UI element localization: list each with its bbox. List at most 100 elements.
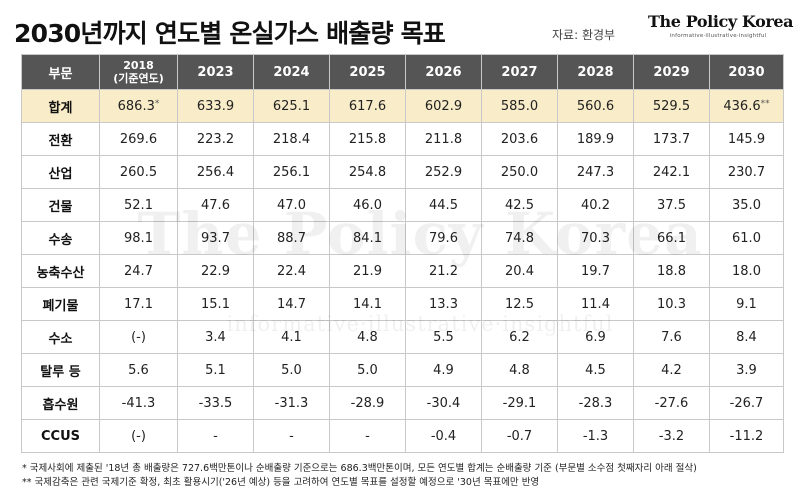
cell-value: 4.8 bbox=[357, 329, 378, 345]
table-cell: 84.1 bbox=[329, 221, 406, 255]
table-cell: 6.9 bbox=[557, 320, 634, 354]
table-cell: 223.2 bbox=[177, 122, 254, 156]
table-cell: 10.3 bbox=[633, 287, 710, 321]
table-cell: 633.9 bbox=[177, 89, 254, 123]
table-cell: -1.3 bbox=[557, 419, 634, 453]
cell-value: - bbox=[213, 428, 218, 444]
header-row: 부문 2018 (기준연도) 2023 2024 2025 2026 2027 2028 2… bbox=[21, 54, 784, 90]
footnote-2: ** 국제감축은 관련 국제기준 확정, 최초 활용시기('26년 예상) 등을… bbox=[22, 477, 540, 488]
table-row: 농축수산 24.7 22.9 22.4 21.9 21.2 20.4 19.7 18.8 18.0 bbox=[21, 254, 784, 288]
cell-value: 4.8 bbox=[509, 362, 530, 378]
table-cell: 254.8 bbox=[329, 155, 406, 189]
cell-value: 5.1 bbox=[205, 362, 226, 378]
cell-value: 242.1 bbox=[652, 164, 691, 180]
table-cell: 13.3 bbox=[405, 287, 482, 321]
cell-value: -31.3 bbox=[274, 395, 309, 411]
cell-value: 22.9 bbox=[201, 263, 230, 279]
cell-value: - bbox=[365, 428, 370, 444]
cell-value: 5.6 bbox=[128, 362, 149, 378]
table-cell: 11.4 bbox=[557, 287, 634, 321]
cell-value: 211.8 bbox=[424, 131, 463, 147]
row-label: 수소 bbox=[21, 320, 100, 354]
table-cell: 4.8 bbox=[329, 320, 406, 354]
table-cell: 88.7 bbox=[253, 221, 330, 255]
table-header: 부문 2018 (기준연도) 2023 2024 2025 2026 2027 2028 2… bbox=[21, 54, 784, 90]
cell-value: 66.1 bbox=[657, 230, 686, 246]
row-label: 합계 bbox=[21, 89, 100, 123]
row-label: 폐기물 bbox=[21, 287, 100, 321]
table-cell: -29.1 bbox=[481, 386, 558, 420]
table-cell: 625.1 bbox=[253, 89, 330, 123]
cell-value: 40.2 bbox=[581, 197, 610, 213]
cell-value: 52.1 bbox=[124, 197, 153, 213]
table-cell: 17.1 bbox=[99, 287, 178, 321]
cell-value: 250.0 bbox=[500, 164, 539, 180]
table-row: 폐기물 17.1 15.1 14.7 14.1 13.3 12.5 11.4 10.3 9.1 bbox=[21, 287, 784, 321]
table-cell: 4.9 bbox=[405, 353, 482, 387]
cell-value: 5.5 bbox=[433, 329, 454, 345]
cell-value: 203.6 bbox=[500, 131, 539, 147]
cell-value: 625.1 bbox=[272, 98, 311, 114]
cell-value: 6.2 bbox=[509, 329, 530, 345]
table-cell: (-) bbox=[99, 419, 178, 453]
cell-value: 4.2 bbox=[661, 362, 682, 378]
cell-value: 21.2 bbox=[429, 263, 458, 279]
table-row: 건물 52.1 47.6 47.0 46.0 44.5 42.5 40.2 37.5 35.0 bbox=[21, 188, 784, 222]
table-cell: 44.5 bbox=[405, 188, 482, 222]
table-cell: 3.4 bbox=[177, 320, 254, 354]
table-row: CCUS (-) - - - -0.4 -0.7 -1.3 -3.2 -11.2 bbox=[21, 419, 784, 453]
table-row: 흡수원 -41.3 -33.5 -31.3 -28.9 -30.4 -29.1 -28.3 -2… bbox=[21, 386, 784, 420]
cell-value: 3.4 bbox=[205, 329, 226, 345]
cell-value: -27.6 bbox=[654, 395, 689, 411]
cell-value: 145.9 bbox=[727, 131, 766, 147]
column-header-year: 2028 bbox=[557, 54, 634, 90]
table-cell: 585.0 bbox=[481, 89, 558, 123]
table-cell: 3.9 bbox=[709, 353, 784, 387]
table-cell: 61.0 bbox=[709, 221, 784, 255]
table-row: 수소 (-) 3.4 4.1 4.8 5.5 6.2 6.9 7.6 8.4 bbox=[21, 320, 784, 354]
table-cell: 47.0 bbox=[253, 188, 330, 222]
table-cell: 203.6 bbox=[481, 122, 558, 156]
table-cell: - bbox=[329, 419, 406, 453]
table-cell: 5.0 bbox=[253, 353, 330, 387]
table-row: 전환 269.6 223.2 218.4 215.8 211.8 203.6 189.9 173… bbox=[21, 122, 784, 156]
cell-value: -28.3 bbox=[578, 395, 613, 411]
cell-value: 5.0 bbox=[281, 362, 302, 378]
table-cell: 35.0 bbox=[709, 188, 784, 222]
table-cell: 250.0 bbox=[481, 155, 558, 189]
row-label: 탈루 등 bbox=[21, 353, 100, 387]
table-cell: -26.7 bbox=[709, 386, 784, 420]
cell-value: 14.7 bbox=[277, 296, 306, 312]
cell-value: 14.1 bbox=[353, 296, 382, 312]
total-row: 합계 686.3* 633.9 625.1 617.6 602.9 585.0 560.6 52… bbox=[21, 89, 784, 123]
table-cell: 12.5 bbox=[481, 287, 558, 321]
cell-value: -30.4 bbox=[426, 395, 461, 411]
table-cell: 74.8 bbox=[481, 221, 558, 255]
cell-value: 84.1 bbox=[353, 230, 382, 246]
table-cell: 560.6 bbox=[557, 89, 634, 123]
cell-value: 47.6 bbox=[201, 197, 230, 213]
table-cell: 269.6 bbox=[99, 122, 178, 156]
cell-value: 3.9 bbox=[736, 362, 757, 378]
table-cell: 66.1 bbox=[633, 221, 710, 255]
table-cell: 4.2 bbox=[633, 353, 710, 387]
cell-value: 13.3 bbox=[429, 296, 458, 312]
cell-value: -1.3 bbox=[582, 428, 609, 444]
cell-value: 15.1 bbox=[201, 296, 230, 312]
cell-value: 18.8 bbox=[657, 263, 686, 279]
row-label: 흡수원 bbox=[21, 386, 100, 420]
table-cell: 37.5 bbox=[633, 188, 710, 222]
brand-logo: The Policy Korea informative·illustrativ… bbox=[648, 12, 794, 39]
table-body: 합계 686.3* 633.9 625.1 617.6 602.9 585.0 560.6 52… bbox=[21, 89, 784, 453]
table-cell: (-) bbox=[99, 320, 178, 354]
table-cell: 173.7 bbox=[633, 122, 710, 156]
cell-value: 37.5 bbox=[657, 197, 686, 213]
table-cell: 5.0 bbox=[329, 353, 406, 387]
table-cell: 256.4 bbox=[177, 155, 254, 189]
table-cell: 189.9 bbox=[557, 122, 634, 156]
table-cell: -0.7 bbox=[481, 419, 558, 453]
table-cell: 7.6 bbox=[633, 320, 710, 354]
cell-value: 223.2 bbox=[196, 131, 235, 147]
cell-value: -26.7 bbox=[729, 395, 764, 411]
cell-value: 88.7 bbox=[277, 230, 306, 246]
